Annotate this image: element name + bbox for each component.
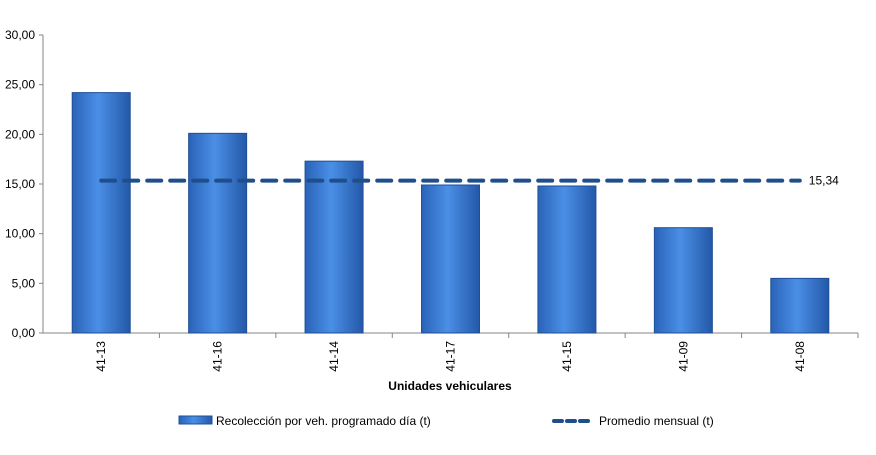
y-tick-label: 25,00 xyxy=(5,78,35,92)
legend-bar-label: Recolección por veh. programado día (t) xyxy=(216,414,431,428)
y-tick-label: 10,00 xyxy=(5,227,35,241)
bar xyxy=(421,184,480,334)
x-tick-label: 41-14 xyxy=(327,341,341,372)
x-tick-label: 41-16 xyxy=(211,341,225,372)
legend-bar-swatch xyxy=(178,415,213,425)
bar xyxy=(304,160,364,334)
y-tick-label: 30,00 xyxy=(5,28,35,42)
legend-line-label: Promedio mensual (t) xyxy=(599,414,714,428)
x-tick-label: 41-08 xyxy=(793,341,807,372)
y-tick-label: 0,00 xyxy=(12,326,36,340)
y-tick-label: 20,00 xyxy=(5,127,35,141)
bar xyxy=(770,277,830,334)
y-tick-label: 15,00 xyxy=(5,177,35,191)
x-tick-label: 41-09 xyxy=(676,341,690,372)
x-tick-labels: 41-13 41-16 41-14 41-17 41-15 41-09 41-08 xyxy=(94,341,807,372)
legend: Recolección por veh. programado día (t) P… xyxy=(178,414,714,428)
y-tick-labels: 0,00 5,00 10,00 15,00 20,00 25,00 30,00 xyxy=(5,28,35,340)
average-line-group: 15,34 xyxy=(99,174,839,188)
bars xyxy=(71,92,830,334)
bar xyxy=(653,227,713,334)
x-axis-title: Unidades vehiculares xyxy=(388,379,512,393)
average-data-label: 15,34 xyxy=(809,174,839,188)
bar xyxy=(537,185,597,334)
x-tick-label: 41-17 xyxy=(444,341,458,372)
y-tick-label: 5,00 xyxy=(12,276,36,290)
x-tick-label: 41-13 xyxy=(94,341,108,372)
bar xyxy=(71,92,131,334)
bar xyxy=(188,132,248,334)
x-tick-label: 41-15 xyxy=(560,341,574,372)
